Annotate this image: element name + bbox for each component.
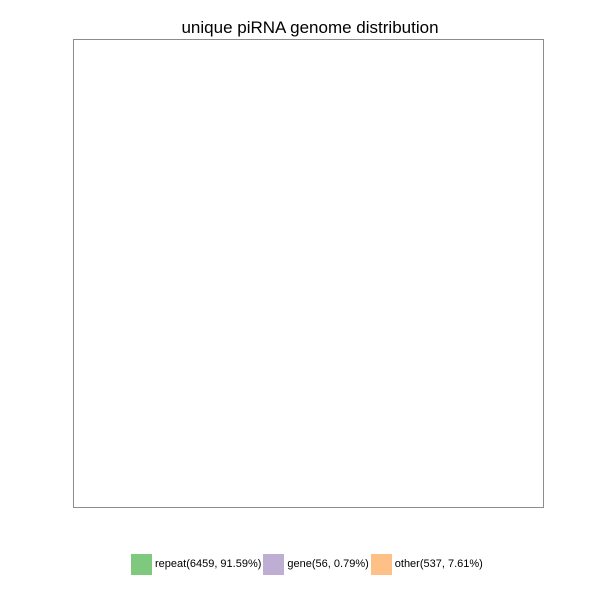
legend-item-repeat: repeat(6459, 91.59%) bbox=[131, 553, 262, 575]
legend-label-gene: gene(56, 0.79%) bbox=[287, 557, 369, 570]
legend: repeat(6459, 91.59%) gene(56, 0.79%) oth… bbox=[131, 553, 485, 575]
legend-label-other: other(537, 7.61%) bbox=[394, 557, 483, 570]
legend-item-other: other(537, 7.61%) bbox=[370, 553, 483, 575]
pie-canvas bbox=[74, 40, 543, 507]
legend-item-gene: gene(56, 0.79%) bbox=[263, 553, 369, 575]
legend-swatch-gene bbox=[263, 553, 285, 575]
legend-label-repeat: repeat(6459, 91.59%) bbox=[155, 557, 262, 570]
chart-title: unique piRNA genome distribution bbox=[181, 18, 439, 37]
legend-swatch-repeat bbox=[131, 553, 152, 575]
plot-area bbox=[73, 39, 544, 508]
legend-swatch-other bbox=[370, 553, 392, 575]
